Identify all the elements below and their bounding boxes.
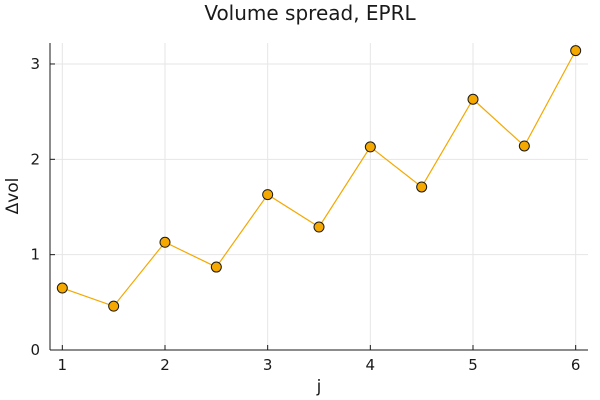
x-tick-label: 4 [366,356,376,374]
y-tick-label: 0 [30,341,40,359]
series-line [62,50,577,307]
chart-title: Volume spread, EPRL [204,1,416,25]
x-tick-label: 1 [58,356,68,374]
x-axis-label: j [316,377,322,397]
data-point [210,261,222,273]
data-point [518,140,530,152]
x-tick-label: 2 [160,356,170,374]
axes [49,43,588,351]
y-tick-label: 3 [30,55,40,73]
data-point [570,45,582,57]
data-point [313,221,325,233]
data-point [416,181,428,193]
data-point [159,236,171,248]
x-tick-label: 5 [468,356,478,374]
x-tick-label: 6 [571,356,581,374]
data-point [364,141,376,153]
y-tick-label: 1 [30,246,40,264]
x-tick-label: 3 [263,356,273,374]
grid [50,43,588,351]
data-point [56,282,68,294]
data-point [262,189,274,201]
y-tick-label: 2 [30,150,40,168]
series [56,45,582,312]
data-point [467,93,479,105]
data-point [108,300,120,312]
y-axis-label: Δvol [3,178,23,215]
